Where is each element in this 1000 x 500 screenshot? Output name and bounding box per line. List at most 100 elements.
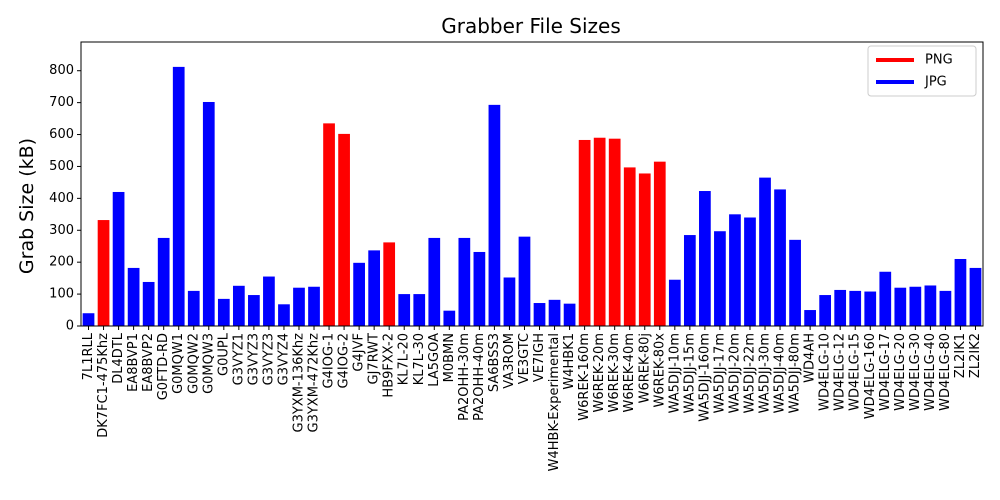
x-tick-label-2: DL4DTL bbox=[111, 332, 126, 383]
x-tick-label-17: G4IOG-2 bbox=[337, 333, 352, 388]
x-tick-label-11: G3VYZ3 bbox=[246, 333, 261, 385]
bar-44 bbox=[744, 217, 756, 326]
y-tick-label-7: 700 bbox=[49, 95, 74, 110]
x-tick-label-42: WA5DJJ-17m bbox=[712, 333, 727, 413]
y-tick-label-4: 400 bbox=[49, 191, 74, 206]
bar-25 bbox=[458, 237, 471, 326]
x-tick-label-28: VA3ROM bbox=[502, 333, 517, 389]
x-tick-label-54: WD4ELG-20 bbox=[893, 333, 908, 411]
bar-58 bbox=[954, 258, 967, 326]
x-tick-label-48: WD4AH bbox=[803, 333, 818, 383]
bar-20 bbox=[383, 242, 396, 326]
legend-label-jpg: JPG bbox=[924, 75, 947, 90]
chart-title: Grabber File Sizes bbox=[441, 14, 621, 38]
x-tick-label-38: W6REK-80x bbox=[652, 333, 667, 408]
x-tick-label-21: KL7L-20 bbox=[397, 333, 412, 385]
x-tick-label-3: EA8BVP1 bbox=[126, 333, 141, 392]
bar-32 bbox=[563, 303, 576, 326]
x-tick-label-27: SA6BSS3 bbox=[487, 333, 502, 392]
bar-33 bbox=[578, 139, 591, 326]
bar-11 bbox=[248, 295, 260, 326]
bar-36 bbox=[623, 167, 636, 326]
y-axis: 0 100 200 300 400 500 600 700 800 bbox=[49, 63, 81, 334]
x-tick-label-12: G3VYZ3 bbox=[261, 333, 276, 385]
x-tick-label-26: PA2OHH-40m bbox=[472, 333, 487, 421]
x-tick-label-41: WA5DJJ-160m bbox=[697, 333, 712, 422]
x-tick-label-30: VE7IGH bbox=[532, 333, 547, 382]
bar-42 bbox=[714, 231, 726, 326]
legend-box bbox=[867, 45, 977, 97]
bar-7 bbox=[187, 290, 200, 326]
bar-0 bbox=[82, 313, 95, 326]
x-tick-label-53: WD4ELG-17 bbox=[878, 333, 893, 411]
x-tick-label-29: VE3GTC bbox=[517, 333, 532, 384]
x-tick-label-15: G3YXM-472Khz bbox=[307, 333, 322, 433]
bar-17 bbox=[338, 133, 350, 326]
x-tick-label-56: WD4ELG-40 bbox=[923, 333, 938, 411]
bar-10 bbox=[232, 285, 245, 326]
x-tick-label-31: W4HBK-Experimental bbox=[547, 333, 562, 471]
x-tick-label-51: WD4ELG-15 bbox=[848, 333, 863, 411]
y-tick-label-3: 300 bbox=[49, 223, 74, 238]
x-tick-label-25: PA2OHH-30m bbox=[457, 333, 472, 421]
bar-48 bbox=[804, 310, 816, 326]
x-tick-label-45: WA5DJJ-30m bbox=[758, 333, 773, 413]
bar-13 bbox=[278, 304, 290, 326]
x-tick-label-46: WA5DJJ-40m bbox=[773, 333, 788, 413]
bar-2 bbox=[112, 191, 125, 326]
x-tick-label-0: 7L1RLL bbox=[81, 332, 96, 380]
bar-49 bbox=[819, 295, 832, 326]
x-tick-label-43: WA5DJJ-20m bbox=[727, 333, 742, 413]
x-tick-label-32: W4HBK1 bbox=[562, 333, 577, 390]
bar-38 bbox=[653, 161, 666, 326]
x-tick-label-22: KL7L-30 bbox=[412, 333, 427, 385]
bars-group bbox=[82, 66, 982, 327]
bar-18 bbox=[353, 262, 365, 326]
bar-26 bbox=[473, 251, 486, 326]
bar-55 bbox=[909, 286, 922, 326]
x-tick-label-39: WA5DJJ-10m bbox=[667, 333, 682, 413]
bar-34 bbox=[593, 137, 606, 326]
x-tick-label-24: M0BMN bbox=[442, 333, 457, 382]
x-tick-label-52: WD4ELG-160 bbox=[863, 333, 878, 419]
x-tick-label-37: W6REK-80j bbox=[637, 333, 652, 403]
x-tick-label-35: W6REK-30m bbox=[607, 333, 622, 412]
bar-5 bbox=[157, 237, 170, 326]
bar-3 bbox=[127, 267, 140, 326]
bar-15 bbox=[308, 286, 320, 326]
legend: PNG JPG bbox=[867, 45, 977, 97]
y-tick-label-2: 200 bbox=[49, 255, 74, 270]
bar-46 bbox=[774, 189, 786, 326]
y-tick-label-8: 800 bbox=[49, 63, 74, 78]
bar-22 bbox=[413, 294, 426, 326]
x-tick-label-57: WD4ELG-80 bbox=[938, 333, 953, 411]
x-tick-label-23: LA5GOA bbox=[427, 333, 442, 387]
y-tick-label-6: 600 bbox=[49, 127, 74, 142]
x-tick-label-55: WD4ELG-30 bbox=[908, 333, 923, 411]
plot-frame bbox=[80, 41, 984, 327]
x-tick-label-33: W6REK-160m bbox=[577, 333, 592, 421]
y-tick-label-5: 500 bbox=[49, 159, 74, 174]
bar-52 bbox=[864, 291, 877, 326]
x-tick-label-7: G0MQW2 bbox=[186, 333, 201, 394]
x-tick-label-10: G3VYZ1 bbox=[231, 333, 246, 385]
y-tick-label-1: 100 bbox=[49, 287, 74, 302]
x-tick-label-6: G0MQW1 bbox=[171, 333, 186, 394]
bar-4 bbox=[142, 281, 155, 326]
bar-39 bbox=[668, 279, 681, 326]
bar-12 bbox=[263, 276, 275, 326]
bar-24 bbox=[443, 310, 456, 326]
x-tick-label-40: WA5DJJ-15m bbox=[682, 333, 697, 413]
bar-50 bbox=[834, 289, 847, 326]
bar-40 bbox=[683, 235, 696, 326]
bar-30 bbox=[533, 303, 546, 326]
bar-41 bbox=[699, 191, 711, 326]
bar-14 bbox=[293, 287, 305, 326]
bar-1 bbox=[97, 220, 110, 326]
bar-57 bbox=[939, 290, 952, 326]
y-axis-label: Grab Size (kB) bbox=[16, 138, 38, 274]
bar-21 bbox=[398, 294, 411, 326]
bar-9 bbox=[217, 298, 230, 326]
x-tick-label-5: G0FTD-RD bbox=[156, 333, 171, 400]
